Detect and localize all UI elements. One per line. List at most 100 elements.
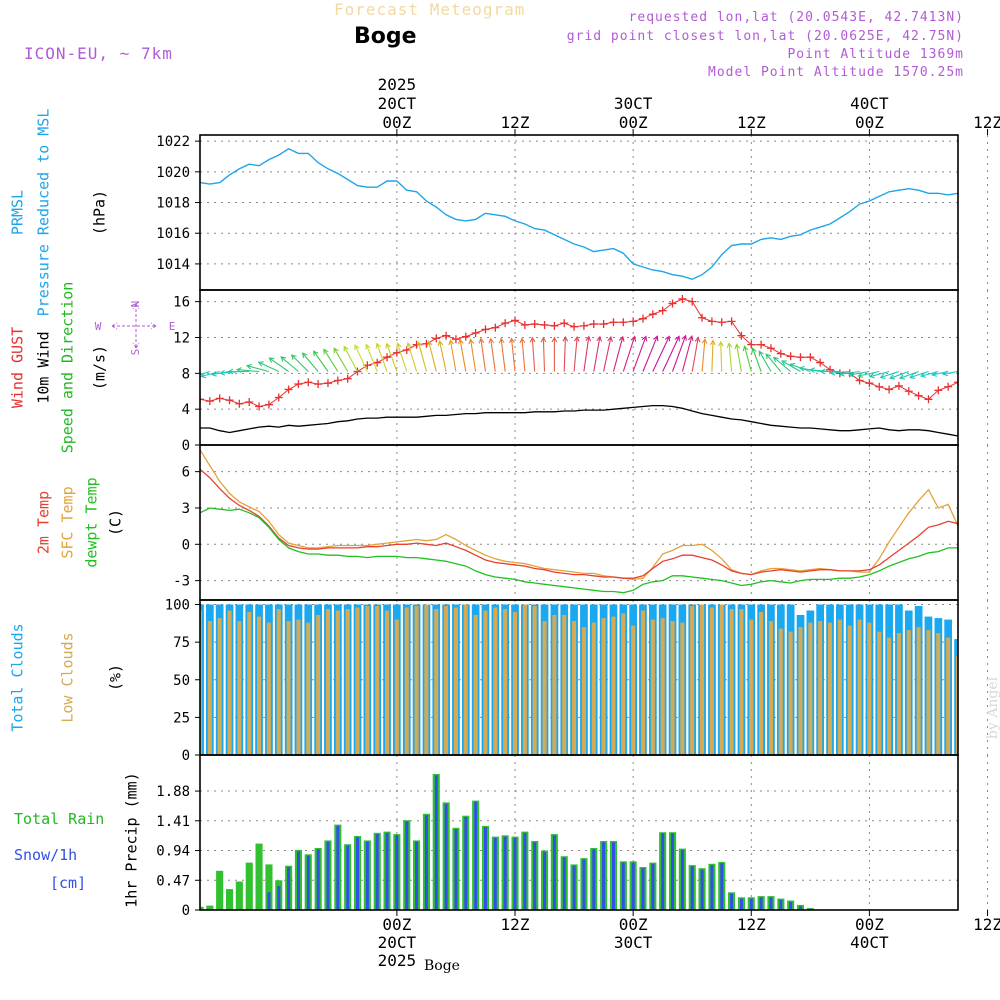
low-clouds-bar (463, 604, 468, 755)
wind-gust-marker (648, 310, 657, 319)
location-name: Boge (354, 24, 417, 49)
wind-label: (m/s) (91, 345, 109, 390)
wind-gust-marker (865, 379, 874, 388)
low-clouds-bar (680, 622, 685, 755)
wind-gust-marker (235, 399, 244, 408)
top-time-label: 00Z (619, 113, 648, 132)
wind-gust-marker (688, 297, 697, 306)
wind-direction-arrow (268, 357, 289, 372)
snow-bar (405, 821, 409, 910)
clouds-ytick-label: 50 (173, 673, 190, 689)
wind-gust-marker (264, 400, 273, 409)
precip-label-rain: Total Rain (14, 810, 104, 828)
wind-direction-arrow (448, 339, 457, 372)
rain-bar (226, 889, 234, 910)
snow-bar (267, 892, 271, 910)
precip-label-unit: [cm] (50, 874, 86, 892)
wind-gust-marker (200, 395, 204, 404)
point-altitude: Point Altitude 1369m (787, 47, 964, 62)
snow-bar (799, 906, 802, 910)
pressure-label: Pressure Reduced to MSL (35, 109, 53, 317)
top-time-label: 12Z (737, 113, 766, 132)
clouds-label: Low Clouds (59, 632, 77, 722)
snow-bar (710, 865, 714, 910)
wind-direction-arrow (365, 343, 378, 372)
snow-bar (631, 862, 635, 910)
snow-bar (277, 886, 281, 910)
wind-direction-arrow (416, 341, 427, 372)
precip-ytick-label: 0 (182, 903, 190, 919)
snow-bar (651, 863, 655, 910)
wind-ytick-label: 12 (173, 330, 190, 346)
precip-ytick-label: 0.47 (156, 873, 190, 889)
bottom-time-label: 20CT (378, 933, 417, 952)
wind-speed-line (200, 404, 958, 437)
wind-direction-arrow (313, 350, 329, 372)
low-clouds-bar (660, 618, 665, 755)
chart-title: Forecast Meteogram (334, 0, 526, 19)
precip-plot (200, 774, 958, 910)
pressure-ytick-label: 1022 (156, 134, 190, 150)
wind-direction-arrow (478, 337, 487, 372)
low-clouds-bar (385, 610, 390, 755)
wind-direction-arrow (726, 342, 733, 372)
wind-direction-arrow (889, 370, 909, 380)
wind-direction-arrow (457, 338, 467, 372)
clouds-ytick-label: 25 (173, 710, 190, 726)
pressure-label: PRMSL (9, 190, 27, 235)
snow-bar (464, 817, 468, 910)
low-clouds-bar (936, 633, 941, 755)
wind-gust-marker (796, 353, 805, 362)
wind-direction-arrow (829, 369, 850, 376)
wind-gust-marker (835, 369, 844, 378)
precip-ytick-label: 0.94 (156, 844, 190, 860)
wind-gust-marker (343, 374, 352, 383)
snow-bar (365, 841, 369, 910)
low-clouds-bar (749, 619, 754, 755)
low-clouds-bar (316, 615, 321, 755)
low-clouds-bar (394, 619, 399, 755)
wind-direction-arrow (529, 336, 536, 372)
snow-bar (602, 842, 606, 910)
low-clouds-bar (788, 631, 793, 755)
snow-bar (769, 897, 773, 910)
snow-bar (424, 815, 428, 910)
bottom-time-label: 00Z (855, 915, 884, 934)
snow-bar (779, 899, 783, 910)
wind-direction-arrow (612, 335, 625, 372)
wind-direction-arrow (200, 370, 210, 376)
wind-gust-marker (323, 379, 332, 388)
wind-gust-marker (333, 376, 342, 385)
low-clouds-bar (207, 621, 212, 755)
top-time-label: 30CT (614, 94, 653, 113)
bottom-time-label: 12Z (973, 915, 1000, 934)
low-clouds-bar (522, 604, 527, 755)
wind-gust-marker (383, 353, 392, 362)
bottom-time-label: 00Z (382, 915, 411, 934)
low-clouds-bar (217, 618, 222, 755)
wind-gust-marker (511, 316, 520, 325)
wind-ytick-label: 4 (182, 402, 190, 418)
low-clouds-bar (650, 619, 655, 755)
temperature-label: (C) (107, 509, 125, 536)
wind-direction-arrow (280, 356, 299, 372)
wind-gust-marker (638, 314, 647, 323)
wind-gust-marker (934, 386, 943, 395)
precip-label-axis: 1hr Precip (mm) (123, 772, 141, 907)
low-clouds-bar (887, 637, 892, 755)
snow-bar (543, 851, 547, 910)
wind-direction-arrow (437, 339, 447, 372)
snow-bar (297, 851, 300, 910)
low-clouds-bar (916, 627, 921, 755)
top-time-label: 40CT (850, 94, 889, 113)
top-time-label: 00Z (382, 113, 411, 132)
wind-gust-marker (924, 395, 933, 404)
wind-direction-arrow (593, 335, 603, 372)
low-clouds-bar (375, 606, 380, 755)
panel-frame (199, 444, 959, 601)
wind-gust-marker (481, 325, 490, 334)
snow-bar (395, 835, 399, 910)
wind-label: Speed and Direction (59, 282, 77, 454)
wind-direction-arrow (879, 370, 900, 379)
wind-gust-marker (894, 381, 903, 390)
